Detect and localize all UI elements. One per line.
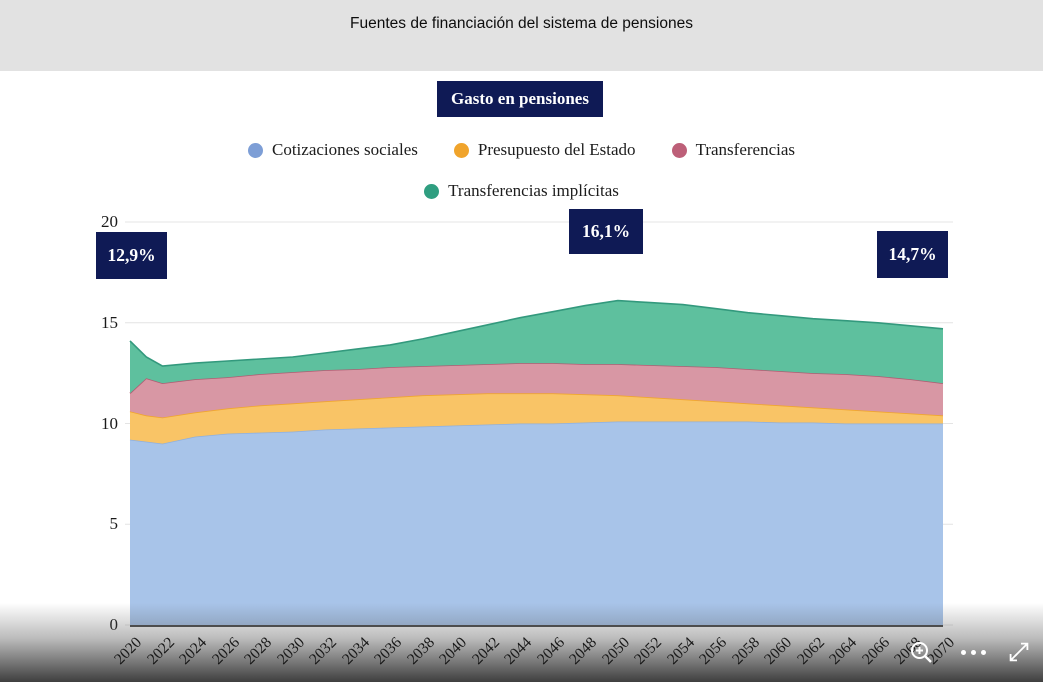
legend-dot-icon [247, 142, 263, 158]
legend-label: Transferencias implícitas [448, 181, 619, 200]
expand-icon[interactable] [1006, 639, 1032, 665]
y-tick-label-10: 10 [101, 413, 118, 433]
annotation-peak-value: 16,1% [569, 209, 643, 254]
y-tick-label-0: 0 [109, 615, 119, 634]
page-title: Fuentes de financiación del sistema de p… [350, 15, 693, 32]
area-transferencias-implicitas [130, 300, 943, 394]
more-dot [970, 649, 976, 655]
legend-item-presupuesto-del-estado: Presupuesto del Estado [453, 140, 636, 160]
legend-item-cotizaciones-sociales: Cotizaciones sociales [247, 140, 418, 160]
area-presupuesto-del-estado [130, 393, 943, 444]
area-transferencias [130, 363, 943, 418]
y-tick-label-15: 15 [101, 312, 118, 332]
annotation-2070-value: 14,7% [877, 231, 948, 278]
edge-transferencias-implicitas [129, 299, 944, 367]
legend-dot-icon [424, 183, 440, 199]
y-tick-label-5: 5 [109, 514, 119, 534]
more-dot [980, 649, 986, 655]
gasto-en-pensiones-button[interactable]: Gasto en pensiones [437, 81, 603, 117]
more-dot [960, 649, 966, 655]
y-tick-label-20: 20 [101, 212, 118, 231]
legend-dot-icon [671, 142, 687, 158]
area-cotizaciones-sociales [130, 421, 943, 625]
legend-item-transferencias-implicitas: Transferencias implícitas [424, 181, 619, 201]
more-options-icon[interactable] [955, 646, 991, 658]
legend-label: Presupuesto del Estado [477, 140, 636, 159]
annotation-2020-value: 12,9% [96, 232, 167, 279]
chart-legend-row-1: Cotizaciones sociales Presupuesto del Est… [0, 140, 1043, 160]
legend-item-transferencias: Transferencias [671, 140, 796, 160]
chart-legend-row-2: Transferencias implícitas [0, 181, 1043, 201]
legend-label: Cotizaciones sociales [271, 140, 418, 159]
zoom-in-icon[interactable] [908, 639, 936, 667]
header-bar: Fuentes de financiación del sistema de p… [0, 0, 1043, 71]
legend-dot-icon [453, 142, 469, 158]
legend-label: Transferencias [695, 140, 796, 159]
